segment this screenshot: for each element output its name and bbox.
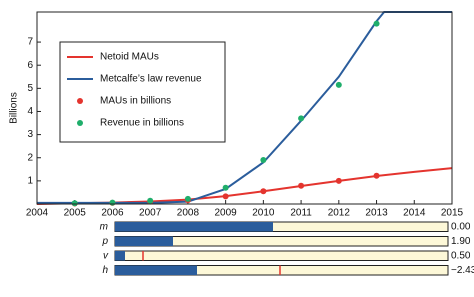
data-point	[373, 20, 380, 27]
legend-label: Netoid MAUs	[100, 52, 159, 63]
series-line	[36, 167, 453, 205]
x-tick-label: 2014	[403, 208, 426, 219]
x-tick-label: 2012	[328, 208, 351, 219]
x-tick-label: 2005	[64, 208, 87, 219]
y-tick-label: 4	[27, 106, 33, 117]
y-axis-label: Billions	[9, 92, 20, 124]
x-tick-label: 2015	[441, 208, 464, 219]
plot-frame	[36, 11, 453, 205]
slider-fill[interactable]	[115, 236, 173, 247]
y-tick-label: 3	[27, 129, 33, 140]
y-tick-label: 5	[27, 83, 33, 94]
slider-track[interactable]	[114, 250, 449, 261]
x-tick-label: 2008	[177, 208, 200, 219]
data-point	[184, 195, 191, 202]
data-point	[335, 177, 342, 184]
slider-value: 0.00	[451, 221, 471, 232]
series-line	[37, 11, 452, 204]
slider-label: h	[102, 265, 108, 276]
data-point	[260, 157, 267, 164]
slider-value: 1.90	[451, 236, 471, 247]
data-point	[222, 184, 229, 191]
x-tick-label: 2009	[215, 208, 238, 219]
slider-value: −2.43	[451, 265, 474, 276]
data-point	[222, 193, 229, 200]
x-tick-label: 2010	[252, 208, 275, 219]
slider-fill[interactable]	[115, 265, 197, 276]
y-tick-label: 7	[27, 37, 33, 48]
x-tick-label: 2007	[139, 208, 162, 219]
x-tick-label: 2006	[101, 208, 124, 219]
x-tick-label: 2013	[365, 208, 388, 219]
x-tick-label: 2004	[26, 208, 49, 219]
y-tick-label: 1	[27, 176, 33, 187]
slider-label: p	[101, 236, 108, 247]
data-point	[71, 200, 78, 207]
legend-box	[59, 41, 226, 143]
legend-label: Revenue in billions	[100, 118, 184, 129]
data-point	[298, 115, 305, 122]
data-point	[298, 182, 305, 189]
slider-label: v	[103, 250, 109, 261]
legend-marker	[77, 120, 83, 126]
data-point	[147, 197, 154, 204]
y-tick-label: 2	[27, 152, 33, 163]
data-point	[335, 81, 342, 88]
data-point	[109, 199, 116, 206]
slider-fill[interactable]	[115, 251, 125, 261]
y-tick-label: 6	[27, 60, 33, 71]
data-point	[260, 188, 267, 195]
legend-marker	[77, 98, 83, 104]
slider-label: m	[100, 221, 108, 232]
legend-label: Metcalfe’s law revenue	[100, 74, 202, 85]
slider-fill[interactable]	[115, 222, 273, 232]
x-tick-label: 2011	[290, 208, 312, 219]
data-point	[373, 172, 380, 179]
legend-label: MAUs in billions	[100, 96, 171, 107]
slider-value: 0.50	[451, 250, 471, 261]
